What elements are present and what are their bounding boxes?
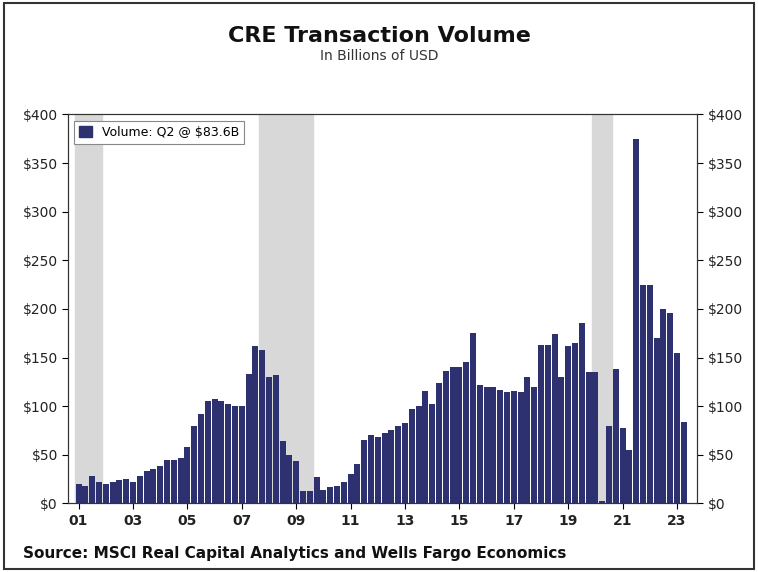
Bar	[130, 482, 136, 503]
Bar	[545, 345, 551, 503]
Bar	[76, 484, 82, 503]
Bar	[531, 387, 537, 503]
Bar	[586, 372, 591, 503]
Bar	[368, 435, 374, 503]
Bar	[572, 343, 578, 503]
Text: In Billions of USD: In Billions of USD	[320, 49, 438, 62]
Bar	[314, 477, 320, 503]
Bar	[552, 334, 558, 503]
Legend: Volume: Q2 @ $83.6B: Volume: Q2 @ $83.6B	[74, 121, 244, 144]
Bar	[334, 486, 340, 503]
Bar	[647, 284, 653, 503]
Bar	[674, 352, 680, 503]
Bar	[660, 309, 666, 503]
Bar	[511, 391, 517, 503]
Bar	[96, 482, 102, 503]
Bar	[266, 377, 272, 503]
Bar	[415, 406, 421, 503]
Text: Source: MSCI Real Capital Analytics and Wells Fargo Economics: Source: MSCI Real Capital Analytics and …	[23, 546, 566, 561]
Bar	[592, 372, 598, 503]
Bar	[402, 423, 408, 503]
Bar	[205, 402, 211, 503]
Bar	[443, 371, 449, 503]
Bar	[525, 377, 531, 503]
Bar	[374, 437, 381, 503]
Bar	[123, 479, 129, 503]
Bar	[191, 426, 197, 503]
Bar	[361, 440, 367, 503]
Bar	[497, 390, 503, 503]
Bar	[177, 458, 183, 503]
Bar	[83, 486, 89, 503]
Bar	[171, 460, 177, 503]
Bar	[381, 434, 387, 503]
Bar	[321, 490, 327, 503]
Text: CRE Transaction Volume: CRE Transaction Volume	[227, 26, 531, 46]
Bar	[280, 441, 286, 503]
Bar	[232, 406, 238, 503]
Bar	[504, 391, 510, 503]
Bar	[633, 138, 639, 503]
Bar	[143, 471, 149, 503]
Bar	[157, 466, 163, 503]
Bar	[565, 346, 571, 503]
Bar	[681, 422, 687, 503]
Bar	[259, 349, 265, 503]
Bar	[653, 338, 659, 503]
Bar	[75, 114, 102, 503]
Bar	[150, 469, 156, 503]
Bar	[477, 385, 483, 503]
Bar	[300, 491, 306, 503]
Bar	[388, 430, 394, 503]
Bar	[606, 426, 612, 503]
Bar	[198, 414, 204, 503]
Bar	[429, 404, 435, 503]
Bar	[239, 406, 245, 503]
Bar	[422, 391, 428, 503]
Bar	[355, 464, 360, 503]
Bar	[667, 313, 673, 503]
Bar	[273, 375, 279, 503]
Bar	[449, 367, 456, 503]
Bar	[490, 387, 496, 503]
Bar	[341, 482, 346, 503]
Bar	[619, 428, 625, 503]
Bar	[579, 323, 584, 503]
Bar	[89, 476, 96, 503]
Bar	[103, 484, 108, 503]
Bar	[117, 480, 122, 503]
Bar	[211, 399, 218, 503]
Bar	[436, 383, 442, 503]
Bar	[252, 346, 258, 503]
Bar	[225, 404, 231, 503]
Bar	[559, 377, 565, 503]
Bar	[184, 447, 190, 503]
Bar	[164, 460, 170, 503]
Bar	[348, 474, 353, 503]
Bar	[599, 502, 605, 503]
Bar	[218, 402, 224, 503]
Bar	[518, 391, 524, 503]
Bar	[592, 114, 612, 503]
Bar	[258, 114, 313, 503]
Bar	[470, 333, 476, 503]
Bar	[293, 460, 299, 503]
Bar	[456, 367, 462, 503]
Bar	[463, 363, 469, 503]
Bar	[395, 426, 401, 503]
Bar	[307, 491, 313, 503]
Bar	[640, 284, 646, 503]
Bar	[626, 450, 632, 503]
Bar	[110, 482, 115, 503]
Bar	[246, 374, 252, 503]
Bar	[136, 476, 143, 503]
Bar	[484, 387, 490, 503]
Bar	[538, 345, 544, 503]
Bar	[287, 455, 293, 503]
Bar	[612, 369, 619, 503]
Bar	[327, 487, 334, 503]
Bar	[409, 409, 415, 503]
